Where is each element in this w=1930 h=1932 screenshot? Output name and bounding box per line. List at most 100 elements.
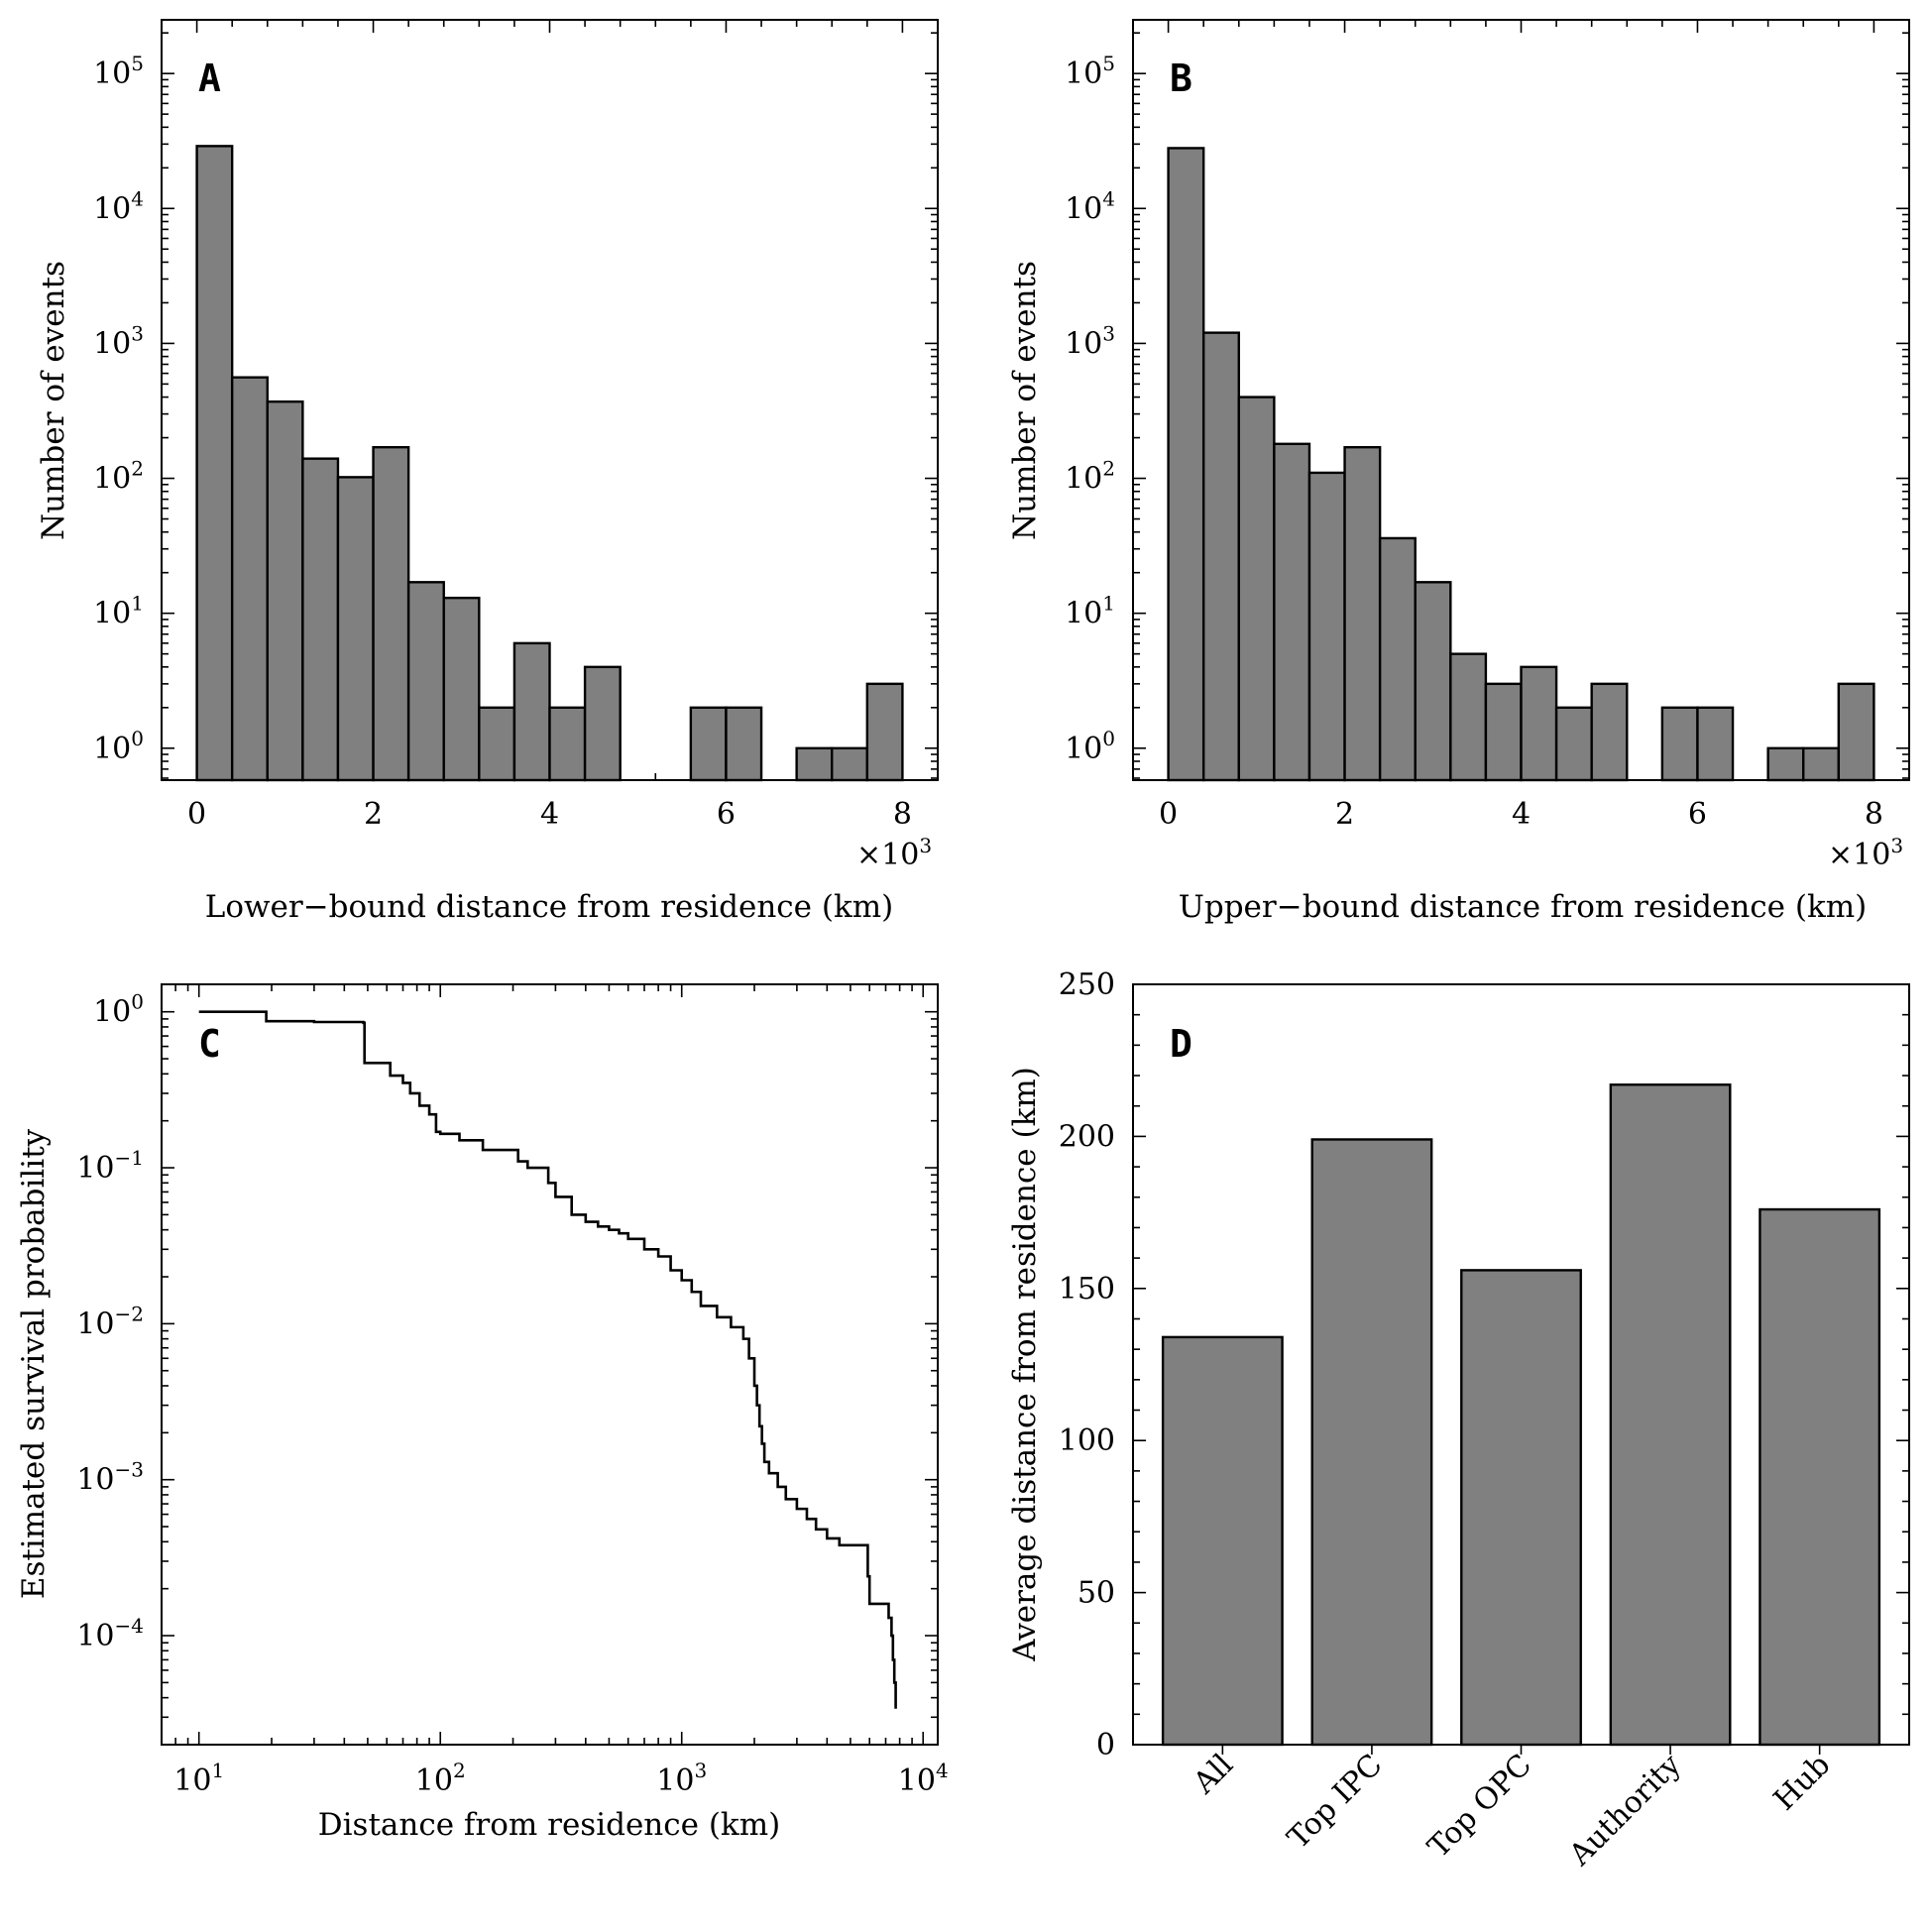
x-tick-label: 0 [187, 797, 206, 832]
histogram-bar [1554, 706, 1593, 782]
y-tick-label: 250 [1059, 967, 1115, 1002]
y-tick-label: 50 [1078, 1576, 1115, 1611]
histogram-bar [512, 641, 551, 782]
histogram-bar [1237, 396, 1276, 782]
histogram-bar [1378, 536, 1417, 782]
y-tick-label: 100 [1065, 727, 1115, 766]
panel-b-histogram: 0 2 4 6 8 100 101 102 103 104 105 B ×103 Upper−bo… [1007, 19, 1910, 925]
histogram-bar [795, 746, 834, 782]
histogram-bar [1590, 682, 1629, 782]
histogram-bar [725, 706, 763, 782]
x-tick-label: 104 [898, 1759, 949, 1798]
histogram-bar [1520, 665, 1558, 782]
y-tick-label: 103 [93, 321, 144, 361]
y-tick-label: 10−3 [76, 1458, 144, 1498]
histogram-bar [1167, 147, 1205, 782]
y-tick-label: 0 [1096, 1728, 1115, 1762]
histogram-bar [266, 399, 304, 782]
x-tick-label: 0 [1159, 797, 1178, 832]
panel-a-bars [195, 145, 904, 782]
y-tick-label: 102 [93, 457, 144, 497]
histogram-bar [865, 682, 904, 782]
histogram-bar [372, 445, 410, 782]
x-tick-label: Hub [1767, 1748, 1837, 1817]
x-tick-label: 4 [540, 797, 559, 832]
panel-c-x-ticks: 101 102 103 104 [161, 984, 949, 1798]
panel-a-x-multiplier: ×103 [856, 834, 932, 872]
bar-top-opc [1460, 1269, 1582, 1747]
panel-a-histogram: 0 2 4 6 8 100 101 102 103 104 105 A ×103 Lower−bo… [36, 19, 939, 925]
x-tick-label: 2 [364, 797, 383, 832]
y-tick-label: 105 [93, 52, 144, 91]
panel-c-survival-line [198, 1010, 897, 1709]
histogram-bar [406, 581, 445, 782]
panel-b-y-ticks: 100 101 102 103 104 105 [1065, 32, 1909, 779]
panel-a-x-ticks: 0 2 4 6 8 [161, 20, 939, 832]
panel-a-y-ticks: 100 101 102 103 104 105 [93, 32, 938, 779]
x-tick-label: 101 [173, 1759, 224, 1798]
histogram-bar [336, 476, 375, 782]
x-tick-label: 8 [893, 797, 912, 832]
x-tick-label: 102 [415, 1759, 466, 1798]
y-tick-label: 103 [1065, 321, 1115, 361]
panel-c-survival-curve: 101 102 103 104 100 10−1 10−2 10−3 10−4 C Dista… [16, 983, 949, 1843]
histogram-bar [1802, 746, 1841, 782]
panel-b-y-axis-label: Number of events [1007, 261, 1043, 540]
x-tick-label: All [1187, 1748, 1240, 1801]
histogram-bar [583, 665, 622, 782]
y-tick-label: 100 [93, 990, 144, 1030]
y-tick-label: 100 [93, 727, 144, 766]
panel-d-y-ticks: 0 50 100 150 200 250 [1059, 967, 1909, 1762]
y-tick-label: 10−1 [76, 1146, 144, 1186]
histogram-bar [1837, 682, 1875, 782]
y-tick-label: 100 [1059, 1423, 1115, 1458]
y-tick-label: 101 [1065, 592, 1115, 631]
histogram-bar [1343, 445, 1382, 782]
panel-d-label: D [1170, 1022, 1192, 1066]
y-tick-label: 101 [93, 592, 144, 631]
x-tick-label: 4 [1512, 797, 1531, 832]
histogram-bar [1449, 652, 1488, 782]
histogram-bar [689, 706, 728, 782]
histogram-bar [195, 145, 234, 782]
histogram-bar [478, 706, 516, 782]
x-tick-label: Authority [1562, 1748, 1688, 1874]
x-tick-label: 103 [656, 1759, 707, 1798]
histogram-bar [1201, 331, 1240, 782]
histogram-bar [230, 376, 269, 782]
x-tick-label: 6 [717, 797, 736, 832]
panel-c-label: C [198, 1022, 221, 1066]
panel-d-y-axis-label: Average distance from residence (km) [1007, 1067, 1043, 1662]
y-tick-label: 10−2 [76, 1302, 144, 1341]
x-tick-label: 8 [1865, 797, 1883, 832]
panel-a-label: A [198, 57, 221, 100]
histogram-bar [1696, 706, 1735, 782]
histogram-bar [1307, 471, 1346, 782]
panel-b-x-multiplier: ×103 [1828, 834, 1903, 872]
histogram-bar [1414, 581, 1452, 782]
bar-all [1161, 1335, 1284, 1747]
panel-a-y-axis-label: Number of events [36, 261, 71, 540]
histogram-bar [1484, 682, 1523, 782]
x-tick-label: 2 [1335, 797, 1354, 832]
bar-authority [1609, 1083, 1732, 1747]
panel-b-x-ticks: 0 2 4 6 8 [1132, 20, 1910, 832]
bar-hub [1759, 1207, 1881, 1747]
y-tick-label: 104 [93, 186, 144, 226]
y-tick-label: 150 [1059, 1272, 1115, 1307]
histogram-bar [1766, 746, 1805, 782]
histogram-bar [442, 596, 481, 782]
y-tick-label: 10−4 [76, 1614, 144, 1653]
panel-b-label: B [1170, 57, 1192, 100]
histogram-bar [1660, 706, 1699, 782]
panel-b-bars [1167, 147, 1875, 782]
y-tick-label: 200 [1059, 1119, 1115, 1154]
panel-c-plot-frame [161, 983, 939, 1746]
panel-c-x-axis-label: Distance from residence (km) [318, 1807, 780, 1843]
panel-a-x-axis-label: Lower−bound distance from residence (km) [205, 889, 893, 925]
x-tick-label: Top IPC [1281, 1748, 1389, 1856]
panel-c-y-axis-label: Estimated survival probability [16, 1128, 52, 1599]
histogram-bar [548, 706, 587, 782]
y-tick-label: 102 [1065, 457, 1115, 497]
x-tick-label: 6 [1688, 797, 1707, 832]
